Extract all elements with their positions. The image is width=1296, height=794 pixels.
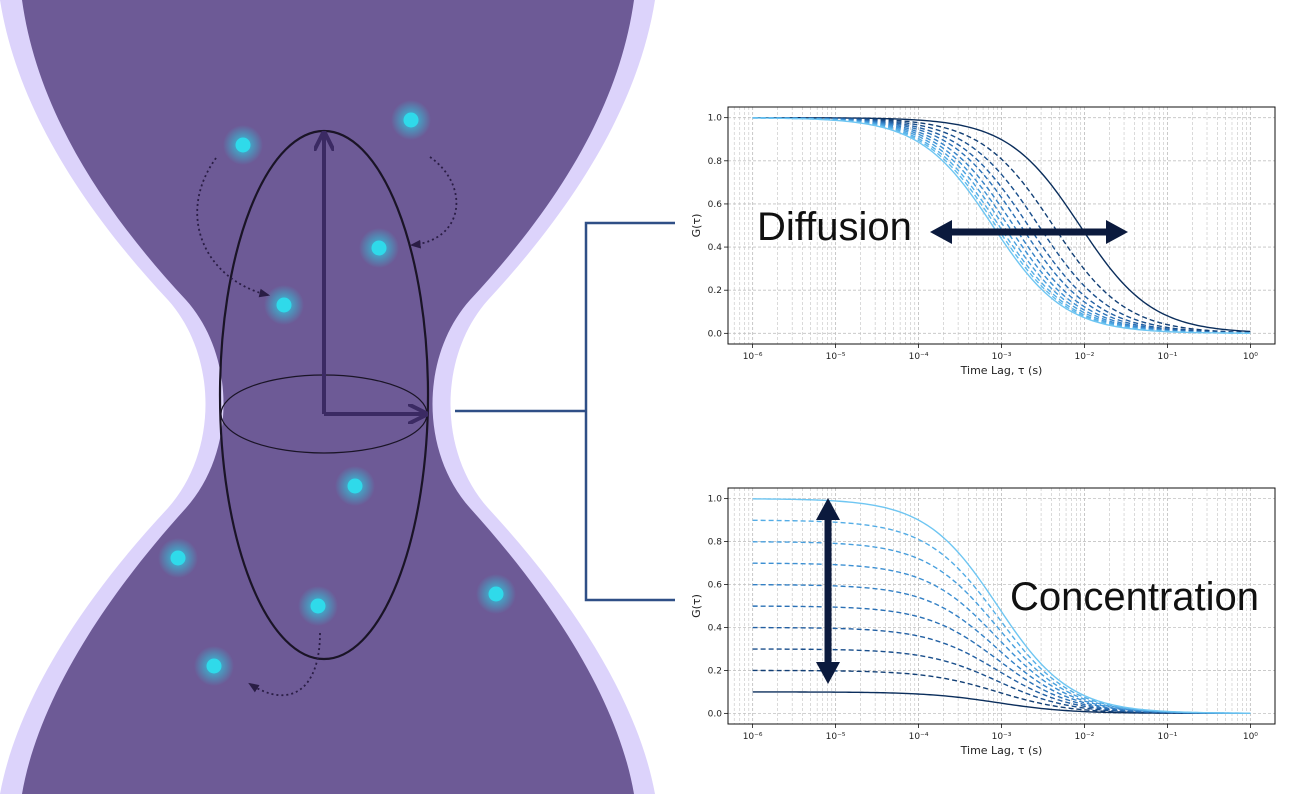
y-tick-label: 1.0 [708,114,723,124]
y-ticks: 0.0 0.2 0.4 0.6 0.8 1.0 [708,495,728,719]
series-line-11 [752,117,1251,334]
concentration-annotation: Concentration [816,498,1259,684]
concentration-arrowhead-top [816,498,840,520]
x-tick-label: 10⁻¹ [1158,732,1178,742]
x-tick-label: 10⁻³ [992,352,1012,362]
x-tick-label: 10⁻² [1075,732,1095,742]
particle [335,466,375,506]
series-line-4 [752,626,1251,714]
x-tick-label: 10⁻⁵ [826,732,846,742]
y-tick-label: 0.6 [708,581,723,591]
diffusion-plot: 10⁻⁶ 10⁻⁵ 10⁻⁴ 10⁻³ 10⁻² 10⁻¹ 10⁰0.00.20.40.60… [690,106,1276,377]
x-tick-label: 10⁰ [1243,352,1258,362]
fluorescent-particles [158,100,516,686]
particle [223,125,263,165]
concentration-plot: 10⁻⁶ 10⁻⁵ 10⁻⁴ 10⁻³ 10⁻² 10⁻¹ 10⁰0.00.20.40.60… [690,487,1276,757]
x-tick-label: 10⁻¹ [1158,352,1178,362]
motion-arrow [248,632,321,696]
diffusion-arrowhead-left [930,220,952,244]
y-tick-label: 0.4 [708,623,723,633]
x-ticks: 10⁻⁶ 10⁻⁵ 10⁻⁴ 10⁻³ 10⁻² 10⁻¹ 10⁰ [743,724,1258,742]
series-line-10 [752,498,1251,714]
x-tick-label: 10⁻⁴ [909,352,929,362]
beam-inner [22,0,634,794]
observation-volume [218,129,430,661]
x-tick-label: 10⁻⁴ [909,732,929,742]
y-tick-label: 1.0 [708,495,723,505]
particle [194,646,234,686]
y-tick-label: 0.2 [708,666,722,676]
series-line-5 [752,605,1251,714]
particle [359,228,399,268]
x-ticks: 10⁻⁶ 10⁻⁵ 10⁻⁴ 10⁻³ 10⁻² 10⁻¹ 10⁰ [743,344,1258,362]
curves [752,116,1251,334]
y-axis-label: G(τ) [690,214,703,238]
bracket-connector [455,221,675,602]
diffusion-label: Diffusion [757,205,912,249]
y-axis-label: G(τ) [690,594,703,618]
y-tick-label: 0.0 [708,709,723,719]
concentration-label: Concentration [1010,575,1259,619]
y-tick-label: 0.6 [708,200,723,210]
particle [298,586,338,626]
particle [264,285,304,325]
particle [158,538,198,578]
y-tick-label: 0.8 [708,538,723,548]
diffusion-annotation: Diffusion [757,205,1128,249]
x-tick-label: 10⁰ [1243,732,1258,742]
particle [476,574,516,614]
motion-arrow [409,156,458,249]
laser-beam [0,0,655,794]
x-axis-label: Time Lag, τ (s) [960,364,1043,377]
y-tick-label: 0.4 [708,243,723,253]
curves [752,498,1251,715]
particle [391,100,431,140]
x-tick-label: 10⁻⁵ [826,352,846,362]
x-tick-label: 10⁻³ [992,732,1012,742]
y-tick-label: 0.8 [708,157,723,167]
y-tick-label: 0.2 [708,286,722,296]
x-tick-label: 10⁻⁶ [743,352,763,362]
grid [728,107,1275,344]
motion-arrows [196,156,458,696]
x-axis-label: Time Lag, τ (s) [960,744,1043,757]
y-tick-label: 0.0 [708,329,723,339]
y-ticks: 0.0 0.2 0.4 0.6 0.8 1.0 [708,114,728,339]
diffusion-arrowhead-right [1106,220,1128,244]
x-tick-label: 10⁻² [1075,352,1095,362]
concentration-arrowhead-bottom [816,662,840,684]
x-tick-label: 10⁻⁶ [743,732,763,742]
